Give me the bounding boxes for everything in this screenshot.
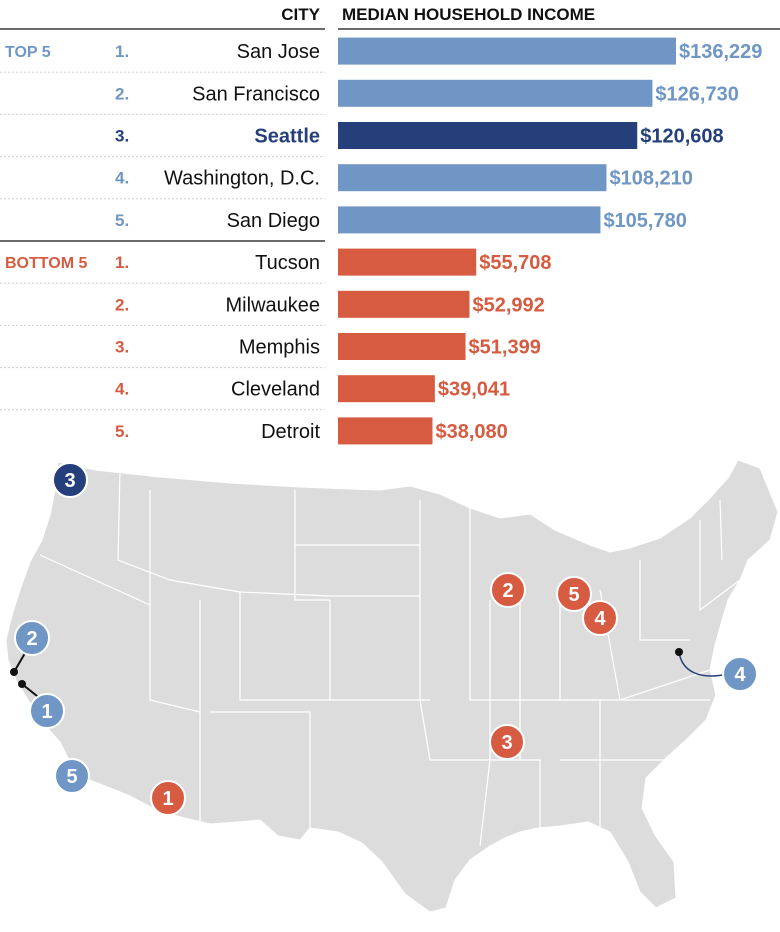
city-label-washington-d-c: Washington, D.C. (164, 168, 320, 190)
marker-seattle: 3 (52, 462, 88, 498)
bar-cleveland (338, 375, 435, 403)
city-label-seattle: Seattle (254, 126, 320, 148)
bar-san-diego (338, 206, 601, 234)
marker-milwaukee: 2 (490, 572, 526, 608)
value-label-tucson: $55,708 (479, 252, 551, 274)
city-header: CITY (281, 5, 320, 24)
marker-circle (490, 572, 526, 608)
marker-label: 2 (502, 580, 513, 602)
value-label-milwaukee: $52,992 (472, 294, 544, 316)
marker-label: 4 (734, 664, 746, 686)
marker-detroit: 5 (556, 576, 592, 612)
rank-label: 3. (115, 127, 129, 146)
value-label-detroit: $38,080 (435, 421, 507, 443)
rank-label: 2. (115, 295, 129, 314)
dot-san-francisco (10, 668, 18, 676)
rank-label: 5. (115, 211, 129, 230)
group-label-top-5: TOP 5 (5, 44, 51, 61)
value-label-san-diego: $105,780 (603, 210, 686, 232)
value-label-san-jose: $136,229 (679, 41, 762, 63)
marker-label: 4 (594, 608, 606, 630)
city-label-san-diego: San Diego (227, 210, 320, 232)
bar-milwaukee (338, 290, 470, 318)
bar-san-jose (338, 37, 676, 65)
marker-circle (29, 693, 65, 729)
bar-washington-d-c (338, 164, 607, 192)
marker-label: 5 (568, 584, 579, 606)
value-label-memphis: $51,399 (469, 337, 541, 359)
marker-circle (150, 780, 186, 816)
city-label-san-francisco: San Francisco (192, 83, 320, 105)
marker-label: 2 (26, 628, 37, 650)
marker-circle (54, 758, 90, 794)
marker-washington-d-c: 4 (722, 656, 758, 692)
marker-circle (582, 600, 618, 636)
group-label-bottom-5: BOTTOM 5 (5, 255, 87, 272)
value-label-seattle: $120,608 (640, 126, 723, 148)
marker-san-francisco: 2 (14, 620, 50, 656)
city-label-memphis: Memphis (239, 337, 320, 359)
city-label-detroit: Detroit (261, 421, 320, 443)
marker-label: 1 (41, 701, 52, 723)
marker-tucson: 1 (150, 780, 186, 816)
rank-label: 4. (115, 169, 129, 188)
marker-san-diego: 5 (54, 758, 90, 794)
city-dots (10, 648, 683, 688)
value-label-washington-d-c: $108,210 (609, 168, 692, 190)
bar-detroit (338, 417, 433, 445)
marker-circle (489, 724, 525, 760)
leader-line-washington (678, 651, 729, 677)
income-header: MEDIAN HOUSEHOLD INCOME (342, 5, 595, 24)
value-label-cleveland: $39,041 (438, 379, 510, 401)
marker-san-jose: 1 (29, 693, 65, 729)
city-label-san-jose: San Jose (237, 41, 320, 63)
city-label-tucson: Tucson (255, 252, 320, 274)
bar-tucson (338, 248, 477, 276)
dot-washington (675, 648, 683, 656)
marker-cleveland: 4 (582, 600, 618, 636)
city-label-cleveland: Cleveland (231, 379, 320, 401)
marker-circle (52, 462, 88, 498)
rank-label: 1. (115, 253, 129, 272)
marker-circle (722, 656, 758, 692)
bar-rows: TOP 5 1. San Jose $136,229 2. San Francisco $1… (0, 37, 762, 445)
bar-seattle (338, 122, 638, 149)
dot-san-jose (18, 680, 26, 688)
rank-label: 5. (115, 422, 129, 441)
marker-memphis: 3 (489, 724, 525, 760)
rank-label: 2. (115, 84, 129, 103)
bar-memphis (338, 333, 466, 360)
rank-label: 3. (115, 338, 129, 357)
marker-circle (14, 620, 50, 656)
marker-label: 3 (501, 732, 512, 754)
marker-label: 5 (66, 766, 77, 788)
value-label-san-francisco: $126,730 (655, 83, 738, 105)
rank-label: 4. (115, 380, 129, 399)
marker-circle (556, 576, 592, 612)
bar-san-francisco (338, 79, 653, 107)
marker-label: 1 (162, 788, 173, 810)
rank-label: 1. (115, 42, 129, 61)
marker-label: 3 (64, 470, 75, 492)
city-label-milwaukee: Milwaukee (226, 294, 320, 316)
